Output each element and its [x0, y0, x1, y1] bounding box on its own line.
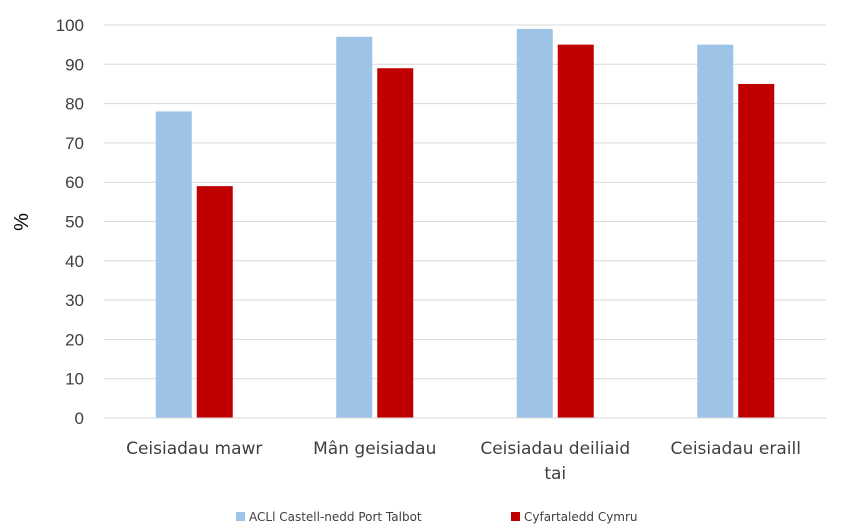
- y-axis-label: %: [11, 213, 33, 231]
- x-tick-label: Ceisiadau deiliaid: [480, 439, 630, 459]
- x-axis-labels: Ceisiadau mawr Mân geisiadau Ceisiadau dei…: [126, 439, 801, 484]
- x-tick-label: tai: [544, 464, 566, 484]
- x-tick-label: Mân geisiadau: [313, 439, 436, 459]
- legend-label: Cyfartaledd Cymru: [524, 510, 638, 524]
- y-tick-label: 100: [56, 16, 84, 35]
- bar-series-a: [336, 36, 373, 418]
- bar-series-b: [377, 68, 414, 418]
- y-tick-label: 50: [65, 213, 84, 232]
- legend-swatch: [236, 512, 245, 521]
- y-tick-label: 90: [65, 55, 84, 74]
- y-tick-label: 60: [65, 173, 84, 192]
- x-tick-label: Ceisiadau mawr: [126, 439, 262, 459]
- bar-series-b: [196, 186, 233, 418]
- bar-series-a: [697, 44, 734, 419]
- x-tick-label: Ceisiadau eraill: [671, 439, 801, 459]
- y-axis-ticks: 0 10 20 30 40 50 60 70 80 90 100: [56, 16, 84, 428]
- bar-series-b: [738, 83, 775, 418]
- legend: ACLl Castell-nedd Port Talbot Cyfartaledd…: [236, 510, 638, 524]
- y-tick-label: 80: [65, 95, 84, 114]
- bar-series-a: [516, 28, 553, 419]
- y-tick-label: 20: [65, 330, 84, 349]
- bar-series-a: [155, 111, 192, 419]
- bar-series-b: [557, 44, 594, 419]
- bars: [155, 28, 775, 419]
- legend-swatch: [511, 512, 520, 521]
- y-tick-label: 70: [65, 134, 84, 153]
- legend-label: ACLl Castell-nedd Port Talbot: [249, 510, 422, 524]
- y-tick-label: 30: [65, 291, 84, 310]
- y-tick-label: 10: [65, 370, 84, 389]
- y-tick-label: 40: [65, 252, 84, 271]
- y-tick-label: 0: [75, 409, 84, 428]
